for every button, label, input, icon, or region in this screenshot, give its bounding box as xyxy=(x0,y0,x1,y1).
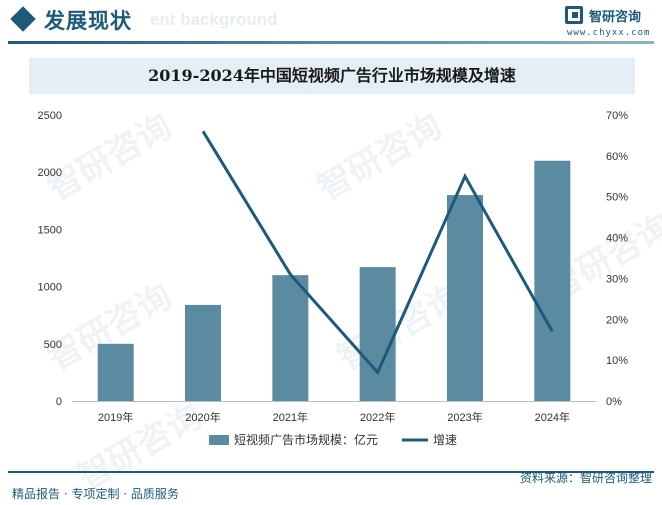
y-left-tick-label: 0 xyxy=(56,396,62,408)
bar xyxy=(97,343,134,401)
growth-line xyxy=(201,130,554,376)
bar xyxy=(359,267,396,401)
section-title: 发展现状 xyxy=(44,9,132,33)
y-right-tick-label: 40% xyxy=(606,233,628,245)
diamond-icon xyxy=(10,6,36,32)
header-divider xyxy=(8,41,654,44)
brand-url: www.chyxx.com xyxy=(567,28,651,38)
y-right-tick-label: 20% xyxy=(606,314,628,326)
y-right-tick-label: 50% xyxy=(606,192,628,204)
x-tick-label: 2019年 xyxy=(98,410,133,424)
legend-label-line: 增速 xyxy=(433,433,457,447)
legend-label-bar: 短视频广告市场规模：亿元 xyxy=(234,432,378,447)
bar xyxy=(185,304,221,401)
header: 发展现状 ent background 智研咨询 www.chyxx.com xyxy=(0,0,662,46)
x-tick-label: 2022年 xyxy=(360,410,395,424)
header-watermark: ent background xyxy=(150,10,278,29)
source-note: 资料来源：智研咨询整理 xyxy=(519,471,652,485)
y-right-tick-label: 30% xyxy=(606,273,628,285)
chart-title: 2019-2024年中国短视频广告行业市场规模及增速 xyxy=(148,66,516,85)
footer-tagline: 精品报告 · 专项定制 · 品质服务 xyxy=(12,487,179,501)
chart: 0 500 1000 1500 2000 2500 0% 10% 20% 30% 40% 50% 60%… xyxy=(38,110,629,447)
legend-swatch-bar xyxy=(209,435,229,445)
footer-divider xyxy=(8,471,654,473)
chart-title-box: 2019-2024年中国短视频广告行业市场规模及增速 xyxy=(29,58,635,94)
x-tick-label: 2024年 xyxy=(535,410,570,424)
x-tick-label: 2023年 xyxy=(447,410,482,424)
y-left-tick-label: 1500 xyxy=(38,224,62,236)
x-tick-label: 2020年 xyxy=(185,410,220,424)
y-left-tick-label: 2500 xyxy=(38,110,62,122)
bar xyxy=(534,160,571,401)
bar xyxy=(447,195,483,401)
x-tick-label: 2021年 xyxy=(273,410,308,424)
y-right-tick-label: 0% xyxy=(606,396,622,408)
bar xyxy=(272,275,309,401)
brand-name: 智研咨询 xyxy=(589,10,642,25)
y-right-tick-label: 10% xyxy=(606,355,628,367)
brand-logo-icon xyxy=(565,6,583,24)
footer: 精品报告 · 专项定制 · 品质服务 资料来源：智研咨询整理 xyxy=(0,471,662,505)
y-left-tick-label: 500 xyxy=(44,339,62,351)
y-right-tick-label: 70% xyxy=(606,110,628,122)
y-left-tick-label: 2000 xyxy=(38,167,62,179)
y-right-tick-label: 60% xyxy=(606,151,628,163)
y-left-tick-label: 1000 xyxy=(38,282,62,294)
